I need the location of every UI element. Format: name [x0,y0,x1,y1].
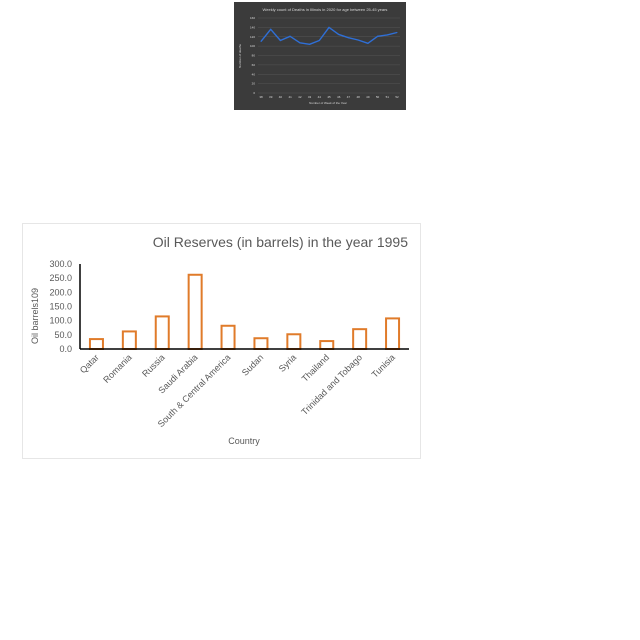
x-tick-label: 47 [347,95,351,99]
data-point [338,33,340,35]
y-tick-label: 80 [252,54,256,58]
bar [154,315,170,350]
oil-reserves-bar-chart: Oil Reserves (in barrels) in the year 19… [22,223,421,459]
bar [352,328,368,350]
y-tick-label: 120 [250,35,255,39]
y-axis-label: Number of deaths [238,44,242,68]
y-tick-label: 60 [252,63,256,67]
y-tick-label: 140 [250,25,255,29]
x-tick-label: 48 [356,95,360,99]
bar [187,273,203,350]
chart-title: Oil Reserves (in barrels) in the year 19… [153,234,408,250]
data-point [377,35,379,37]
data-point [260,40,262,42]
y-tick-label: 160 [250,16,255,20]
deaths-line-chart: Weekly count of Deaths in Illinois in 20… [234,2,406,110]
y-axis-label: Oil barrels109 [30,288,40,344]
data-point [299,42,301,44]
bar [220,324,236,351]
y-tick-label: 20 [252,82,256,86]
y-tick-label: 200.0 [49,287,72,297]
bar [319,340,335,350]
data-point [367,42,369,44]
x-tick-label: 46 [337,95,341,99]
x-axis-label: Number of Week of the Year [309,101,347,105]
x-tick-label: 43 [308,95,312,99]
data-point [309,43,311,45]
y-tick-label: 100.0 [49,316,72,326]
x-tick-label: 39 [269,95,273,99]
x-tick-label: 42 [298,95,302,99]
data-point [386,34,388,36]
x-tick-label: 40 [279,95,283,99]
y-tick-label: 0.0 [59,344,72,354]
y-tick-label: 0 [253,91,255,95]
x-tick-label: 44 [318,95,322,99]
x-tick-label: 49 [366,95,370,99]
data-point [279,40,281,41]
y-tick-label: 300.0 [49,259,72,269]
bar [286,333,302,351]
bar [88,338,104,351]
x-tick-label: 51 [386,95,390,99]
x-tick-label: 38 [259,95,263,99]
bar [121,330,137,350]
data-point [396,32,398,34]
data-point [357,39,359,41]
x-axis-label: Country [228,436,260,446]
chart-title: Weekly count of Deaths in Illinois in 20… [263,7,388,12]
data-point [289,35,291,37]
y-tick-label: 150.0 [49,302,72,312]
data-point [318,40,320,41]
y-tick-label: 50.0 [54,330,72,340]
bar [385,317,401,351]
bar [253,337,269,350]
data-point [347,37,349,39]
y-tick-label: 250.0 [49,273,72,283]
y-tick-label: 40 [252,72,256,76]
data-point [328,26,330,28]
x-tick-label: 45 [327,95,331,99]
x-tick-label: 50 [376,95,380,99]
x-tick-label: 52 [395,95,399,99]
y-tick-label: 100 [250,44,255,48]
x-tick-label: 41 [288,95,292,99]
chart-background [234,2,406,110]
data-point [270,28,272,30]
